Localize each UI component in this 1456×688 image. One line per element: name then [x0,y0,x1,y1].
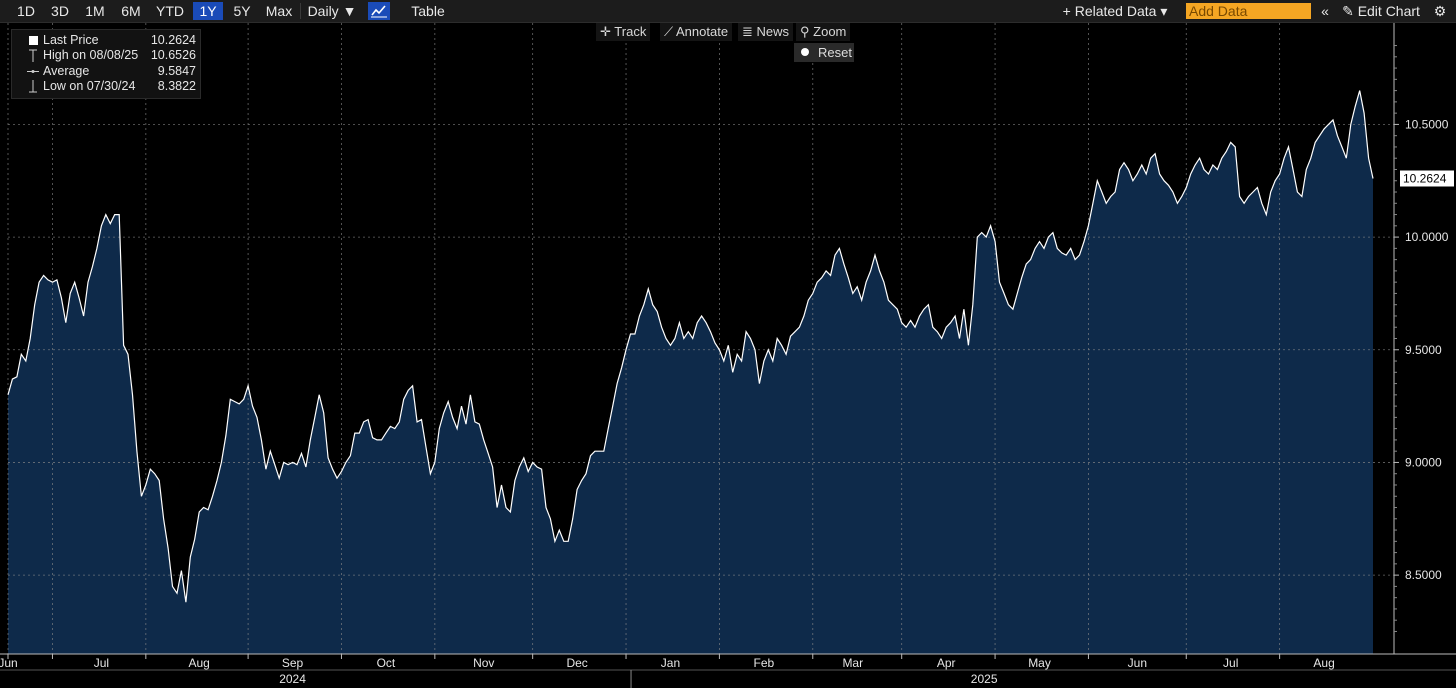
price-area [8,90,1373,655]
high-value: 10.6526 [150,48,196,62]
pencil-icon: ✎ [1342,3,1354,19]
legend-row-low: Low on 07/30/24 8.3822 [12,79,200,94]
annotate-icon: ⟋ [664,24,674,39]
high-marker-icon [29,49,37,62]
x-tick-label: Apr [937,656,956,670]
x-tick-label: Aug [1313,656,1334,670]
x-tick-label: Jun [1128,656,1147,670]
price-line [7,90,1374,603]
toolbar-divider [300,3,301,19]
x-tick-label: Dec [566,656,587,670]
range-1y-button[interactable]: 1Y [193,2,223,20]
low-label: Low on 07/30/24 [43,79,136,93]
x-tick-label: Nov [473,656,494,670]
average-label: Average [43,64,90,78]
frequency-dropdown[interactable]: Daily ▼ [307,3,357,19]
average-value: 9.5847 [157,64,196,78]
y-tick-label: 8.5000 [1405,568,1442,582]
x-year-label: 2025 [971,672,998,686]
gear-icon[interactable]: ⚙ [1433,3,1447,19]
y-tick-label: 10.5000 [1405,117,1449,131]
reset-button[interactable]: Reset [794,43,854,62]
table-button[interactable]: Table [411,3,445,19]
y-tick-label: 10.0000 [1405,230,1449,244]
x-tick-label: Mar [842,656,863,670]
last-price-value: 10.2624 [150,33,196,47]
y-tick-label: 9.5000 [1405,343,1442,357]
legend-row-average: Average 9.5847 [12,64,200,79]
last-value-badge [1400,170,1454,187]
add-data-input[interactable]: Add Data [1186,3,1311,19]
x-tick-label: Sep [282,656,304,670]
track-button[interactable]: ✛ Track [596,23,651,41]
average-marker-icon [27,70,39,73]
news-label: News [756,24,790,39]
range-max-button[interactable]: Max [265,3,293,19]
x-tick-label: Jul [1223,656,1238,670]
last-value-label: 10.2624 [1403,171,1447,185]
double-chevron-left-icon[interactable]: « [1321,3,1329,19]
edit-chart-label: Edit Chart [1357,3,1420,19]
range-1d-button[interactable]: 1D [17,3,35,19]
low-marker-icon [29,80,37,93]
chart-legend[interactable]: Last Price 10.2624 High on 08/08/25 10.6… [11,29,201,99]
edit-chart-button[interactable]: ✎ Edit Chart [1340,2,1422,20]
line-chart-icon[interactable] [368,2,390,20]
x-tick-label: Jan [661,656,680,670]
range-ytd-button[interactable]: YTD [156,3,184,19]
high-label: High on 08/08/25 [43,48,139,62]
zoom-label: Zoom [813,24,847,39]
y-tick-label: 9.0000 [1405,455,1442,469]
zoom-button[interactable]: ⚲ Zoom [796,23,851,41]
chart-toolbar: 1D 3D 1M 6M YTD 1Y 5Y Max Daily ▼ Table … [0,0,1456,23]
legend-row-high: High on 08/08/25 10.6526 [12,48,200,63]
range-3d-button[interactable]: 3D [51,3,69,19]
x-tick-label: May [1028,656,1051,670]
annotate-label: Annotate [676,24,729,39]
x-tick-label: Jun [0,656,18,670]
zoom-icon: ⚲ [800,24,810,39]
track-label: Track [614,24,647,39]
x-tick-label: Aug [189,656,210,670]
x-year-label: 2024 [279,672,306,686]
x-tick-label: Feb [754,656,775,670]
low-value: 8.3822 [157,79,196,93]
range-5y-button[interactable]: 5Y [233,3,251,19]
range-1m-button[interactable]: 1M [85,3,105,19]
x-tick-label: Oct [377,656,396,670]
range-6m-button[interactable]: 6M [121,3,141,19]
last-price-label: Last Price [43,33,99,47]
reset-label: Reset [818,45,852,60]
crosshair-icon: ✛ [600,24,611,39]
legend-row-last: Last Price 10.2624 [12,33,200,48]
x-tick-label: Jul [94,656,109,670]
news-button[interactable]: ≣ News [738,23,794,41]
radio-dot-icon [801,48,809,56]
news-icon: ≣ [742,24,753,39]
annotate-button[interactable]: ⟋ Annotate [660,23,733,41]
series-swatch-icon [29,36,38,45]
related-data-dropdown[interactable]: + Related Data ▾ [1062,3,1168,19]
